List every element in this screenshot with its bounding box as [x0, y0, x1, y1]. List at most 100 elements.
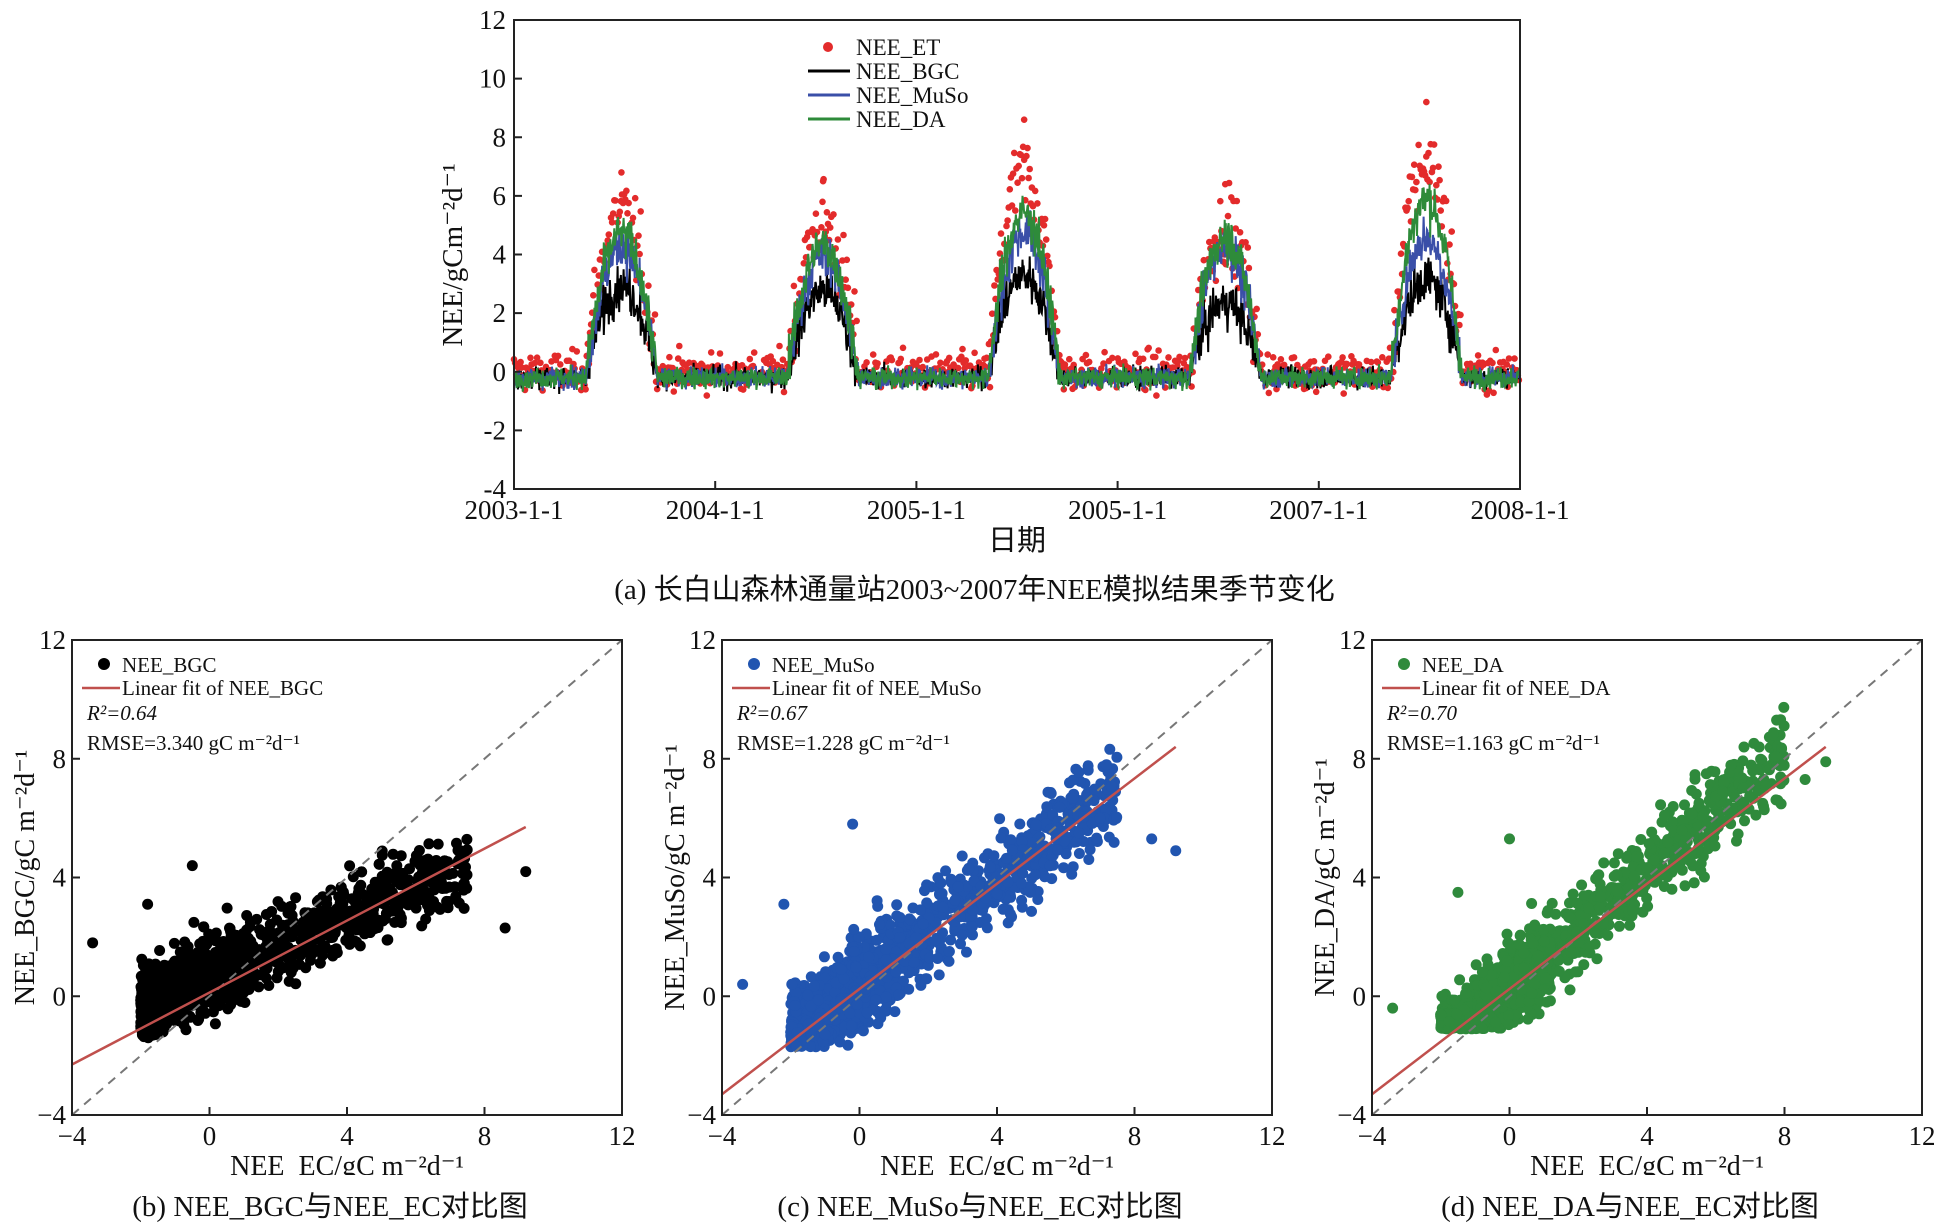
scatter-point	[198, 921, 210, 933]
et-point	[531, 359, 539, 367]
y-axis-label: NEE_BGC/gC m⁻²d⁻¹	[10, 750, 41, 1006]
scatter-point	[423, 888, 435, 900]
et-point	[1040, 222, 1048, 229]
legend-marker	[98, 658, 110, 670]
y-tick-label: 8	[493, 122, 507, 152]
scatter-point	[354, 940, 366, 952]
et-point	[1008, 202, 1016, 209]
x-tick-label: 2004-1-1	[666, 495, 765, 525]
scatter-point	[1111, 811, 1123, 823]
et-point	[1034, 200, 1041, 207]
et-point	[962, 357, 970, 364]
scatter-point	[266, 906, 278, 917]
et-point	[645, 282, 652, 290]
scatter-point	[387, 848, 399, 860]
scatter-point	[1146, 833, 1158, 845]
et-point	[609, 210, 617, 217]
et-point	[1253, 305, 1260, 313]
series-nee-da	[513, 183, 1521, 392]
scatter-point	[872, 1018, 884, 1030]
scatter-point	[1608, 857, 1620, 869]
et-point	[517, 358, 524, 366]
et-point	[582, 386, 589, 393]
scatter-point	[136, 953, 148, 965]
et-point	[616, 208, 624, 216]
scatter-point	[805, 971, 817, 983]
x-tick-label: −4	[58, 1121, 87, 1151]
scatter-point	[910, 932, 922, 944]
x-tick-label: 12	[1259, 1121, 1286, 1151]
scatter-point	[832, 951, 844, 963]
et-point	[1003, 222, 1010, 230]
et-point	[1004, 217, 1011, 224]
et-point	[1026, 165, 1033, 173]
scatter-point	[382, 934, 394, 946]
scatter-point	[1086, 817, 1098, 829]
scatter-point	[154, 994, 166, 1006]
et-point	[1165, 354, 1172, 361]
et-point	[1405, 197, 1412, 205]
et-point	[819, 198, 826, 206]
scatter-point	[1027, 837, 1039, 849]
scatter-point	[1655, 799, 1667, 811]
et-peak-point	[819, 177, 827, 185]
scatter-point	[844, 1007, 856, 1019]
scatter-point	[186, 860, 198, 872]
scatter-point	[380, 908, 392, 920]
scatter-point	[1073, 827, 1085, 839]
x-tick-label: 2007-1-1	[1269, 495, 1368, 525]
scatter-point	[893, 989, 905, 1001]
et-point	[1024, 144, 1031, 152]
et-point	[676, 342, 683, 350]
scatter-point	[140, 980, 152, 992]
r2-label: R²=0.67	[736, 701, 809, 725]
scatter-point	[499, 922, 511, 934]
scatter-point	[199, 1007, 211, 1018]
et-point	[1446, 241, 1453, 248]
scatter-point	[305, 954, 316, 966]
scatter-point	[1591, 953, 1603, 965]
linear-fit-line	[721, 745, 1177, 1096]
et-point	[780, 388, 788, 396]
y-tick-label: 4	[703, 863, 717, 893]
scatter-point	[221, 902, 233, 914]
scatter-point	[423, 838, 435, 850]
scatter-point	[1029, 869, 1041, 881]
scatter-point	[1084, 844, 1096, 856]
scatter-point	[848, 946, 860, 957]
scatter-point	[943, 946, 955, 957]
et-point	[1374, 359, 1382, 366]
scatter-point	[949, 894, 961, 906]
et-point	[1397, 250, 1405, 257]
scatter-point	[443, 881, 455, 893]
scatter-point	[283, 975, 295, 987]
scatter-point	[1091, 832, 1103, 844]
legend-label: NEE_MuSo	[856, 83, 968, 108]
et-point	[919, 363, 927, 371]
et-point	[1437, 207, 1444, 214]
scatter-point	[409, 855, 421, 867]
scatter-point	[178, 1019, 190, 1031]
et-point	[1340, 390, 1347, 397]
et-point	[533, 354, 541, 362]
et-point	[1109, 354, 1116, 362]
scatter-point	[790, 987, 802, 998]
scatter-point	[1044, 860, 1056, 872]
legend-fit-label: Linear fit of NEE_MuSo	[772, 676, 981, 700]
et-point	[769, 357, 777, 365]
scatter-point	[1067, 774, 1079, 786]
series-nee-et	[510, 98, 1523, 399]
scatter-point	[1731, 835, 1742, 847]
et-point	[1325, 353, 1332, 361]
scatter-point	[520, 866, 532, 878]
scatter-point	[819, 1029, 831, 1041]
scatter-point	[1544, 995, 1556, 1007]
scatter-point	[141, 995, 153, 1007]
scatter-point	[302, 907, 314, 919]
scatter-point	[293, 958, 305, 970]
legend-marker	[823, 42, 833, 52]
scatter-point	[1017, 867, 1029, 879]
et-point	[1425, 149, 1432, 157]
y-tick-label: 0	[53, 981, 67, 1011]
et-point	[635, 232, 642, 239]
